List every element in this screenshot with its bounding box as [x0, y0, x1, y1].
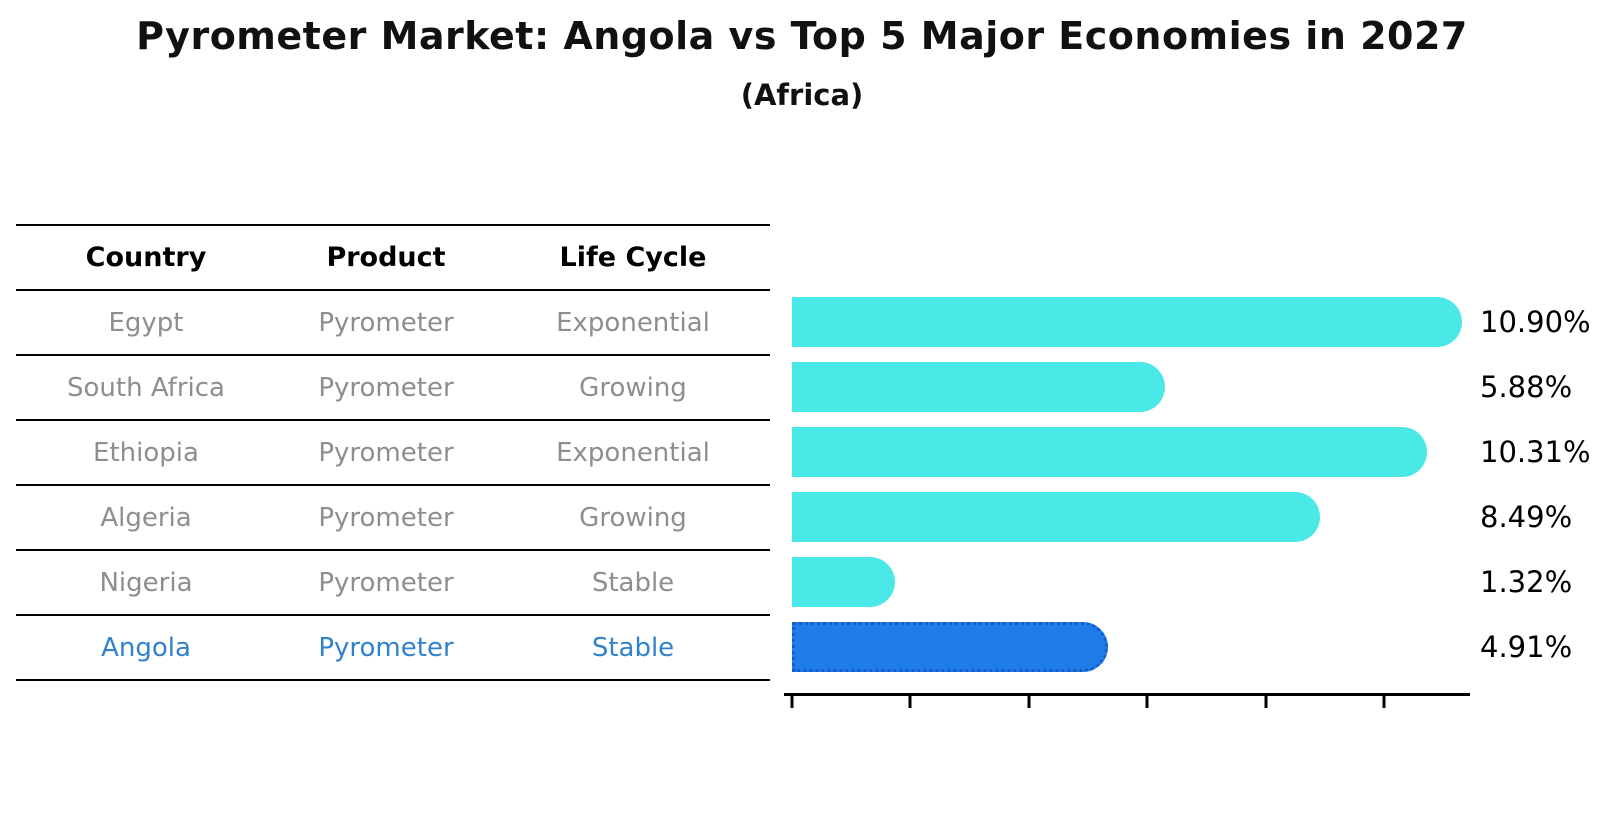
bar-south-africa: [792, 362, 1166, 412]
x-axis-tick: 6: [1145, 696, 1149, 708]
cell-country: Algeria: [100, 502, 192, 533]
x-axis-tick: 0: [790, 696, 794, 708]
table-row-algeria: Algeria Pyrometer Growing: [16, 486, 770, 551]
cell-lifecycle: Stable: [591, 567, 675, 598]
table-row-ethiopia: Ethiopia Pyrometer Exponential: [16, 421, 770, 486]
cell-product: Pyrometer: [318, 372, 454, 403]
bar-value-label: 4.91%: [1480, 630, 1573, 664]
cell-product: Pyrometer: [318, 502, 454, 533]
cell-country: Egypt: [108, 307, 184, 338]
cell-product: Pyrometer: [318, 307, 454, 338]
bar-value-label: 1.32%: [1480, 565, 1573, 599]
cell-product: Pyrometer: [318, 567, 454, 598]
cell-product: Pyrometer: [318, 437, 454, 468]
cell-lifecycle: Exponential: [556, 307, 710, 338]
cell-product: Pyrometer: [318, 632, 454, 663]
column-header-lifecycle: Life Cycle: [559, 242, 707, 273]
table-row-nigeria: Nigeria Pyrometer Stable: [16, 551, 770, 616]
cell-lifecycle: Stable: [591, 632, 675, 663]
bar-value-label: 8.49%: [1480, 500, 1573, 534]
x-axis-line: [784, 693, 1470, 696]
bar-value-label: 10.31%: [1480, 435, 1591, 469]
cell-country: Ethiopia: [93, 437, 199, 468]
column-header-product: Product: [326, 242, 446, 273]
bar-value-label: 10.90%: [1480, 305, 1591, 339]
bar-ethiopia: [792, 427, 1428, 477]
chart-subtitle: (Africa): [740, 78, 864, 112]
cell-lifecycle: Growing: [579, 502, 687, 533]
cell-country: South Africa: [67, 372, 225, 403]
bar-value-label: 5.88%: [1480, 370, 1573, 404]
table-row-south-africa: South Africa Pyrometer Growing: [16, 356, 770, 421]
chart-title: Pyrometer Market: Angola vs Top 5 Major …: [136, 14, 1468, 58]
x-axis-tick: 10: [1382, 696, 1386, 708]
table-header-row: Country Product Life Cycle: [16, 226, 770, 291]
bar-egypt: [792, 297, 1463, 347]
table-row-egypt: Egypt Pyrometer Exponential: [16, 291, 770, 356]
x-axis-tick: 2: [908, 696, 912, 708]
bar-algeria: [792, 492, 1320, 542]
bar-angola-highlighted: [792, 622, 1108, 672]
cell-country: Angola: [101, 632, 191, 663]
country-table: Country Product Life Cycle Egypt Pyromet…: [16, 224, 770, 681]
cell-lifecycle: Exponential: [556, 437, 710, 468]
bar-plot-area: 0 2 4 6 8 10: [784, 0, 1492, 823]
x-axis-tick: 4: [1027, 696, 1031, 708]
column-header-country: Country: [85, 242, 207, 273]
cell-country: Nigeria: [99, 567, 193, 598]
cell-lifecycle: Growing: [579, 372, 687, 403]
table-row-angola-highlighted: Angola Pyrometer Stable: [16, 616, 770, 681]
x-axis-tick: 8: [1264, 696, 1268, 708]
bar-nigeria: [792, 557, 896, 607]
